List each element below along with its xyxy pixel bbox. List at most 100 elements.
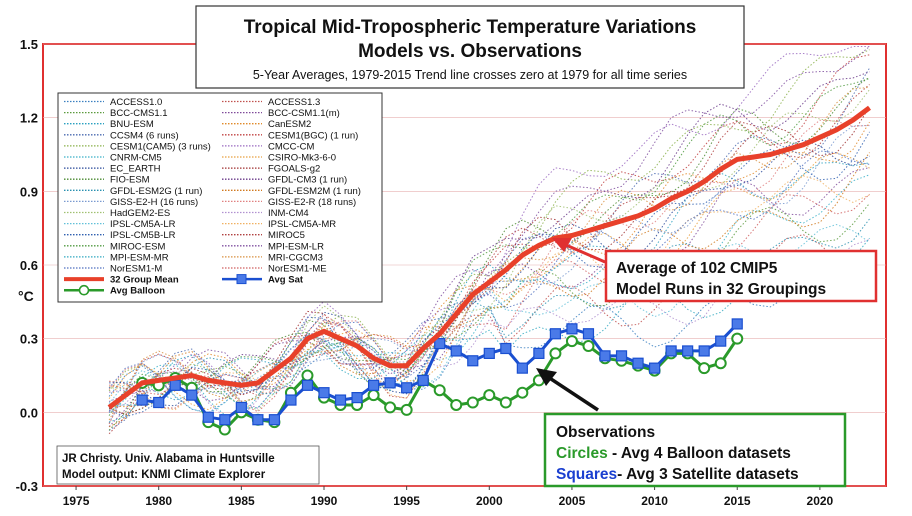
chart-subtitle: Models vs. Observations	[358, 41, 582, 62]
model-run-line	[108, 202, 870, 415]
obs-callout-title: Observations	[556, 424, 655, 441]
satellite-point	[401, 382, 413, 394]
balloon-point	[450, 398, 463, 411]
model-run-line	[108, 150, 870, 392]
satellite-point	[731, 318, 743, 330]
model-run-line	[108, 152, 870, 428]
x-axis: 1975 1980 1985 1990 1995 2000 2005 2010 2015 2020	[63, 486, 834, 508]
title-box: Tropical Mid-Tropospheric Temperature Va…	[195, 5, 745, 89]
legend-item: MPI-ESM-LR	[268, 241, 324, 252]
satellite-point	[252, 414, 264, 426]
legend-item: CMCC-CM	[268, 141, 315, 152]
model-run-line	[108, 106, 870, 415]
model-callout-line1: Average of 102 CMIP5	[616, 260, 778, 277]
model-run-line	[108, 237, 870, 423]
legend-item: CanESM2	[268, 119, 311, 130]
balloon-point	[301, 369, 314, 382]
y-tick-label: 1.2	[20, 111, 38, 126]
satellite-point	[285, 394, 297, 406]
model-callout-arrow	[565, 243, 606, 264]
balloon-point	[565, 335, 578, 348]
legend-item: IPSL-CM5B-LR	[110, 230, 176, 241]
satellite-point	[202, 411, 214, 423]
y-tick-label: 0.6	[20, 258, 38, 273]
balloon-point	[516, 386, 529, 399]
satellite-point	[434, 337, 446, 350]
x-tick-label: 1980	[145, 494, 172, 508]
legend-item: BNU-ESM	[110, 119, 154, 130]
satellite-point	[268, 414, 281, 426]
satellite-point	[599, 350, 611, 362]
legend-item: MIROC5	[268, 230, 305, 241]
credit-line1: JR Christy. Univ. Alabama in Huntsville	[62, 453, 275, 465]
y-tick-label: 0.9	[20, 184, 38, 199]
satellite-point	[450, 345, 462, 357]
obs-squares-desc: - Avg 3 Satellite datasets	[617, 466, 798, 483]
x-tick-label: 1975	[63, 494, 90, 508]
y-tick-label: 0.3	[20, 332, 38, 347]
y-tick-label: 0.0	[20, 405, 38, 420]
credit-line2: Model output: KNMI Climate Explorer	[62, 469, 266, 481]
legend-item: BCC-CSM1.1(m)	[268, 108, 340, 119]
model-run-line	[108, 223, 870, 415]
chart-subtitle-2: 5-Year Averages, 1979-2015 Trend line cr…	[253, 68, 687, 82]
obs-callout-arrowhead	[536, 368, 557, 386]
satellite-point	[533, 347, 545, 359]
balloon-point	[400, 403, 413, 416]
legend-item: NorESM1-ME	[268, 264, 327, 275]
satellite-point	[136, 394, 148, 406]
obs-callout-circles: Circles - Avg 4 Balloon datasets	[556, 445, 791, 462]
legend: ACCESS1.0 ACCESS1.3 BCC-CMS1.1 BCC-CSM1.1(m…	[57, 92, 383, 303]
x-tick-label: 2020	[807, 494, 834, 508]
legend-marker-sat	[236, 274, 247, 285]
model-callout: Average of 102 CMIP5 Model Runs in 32 Gr…	[552, 238, 878, 303]
legend-item: CNRM-CM5	[110, 153, 162, 164]
model-callout-line2: Model Runs in 32 Groupings	[616, 281, 826, 298]
legend-item: CSIRO-Mk3-6-0	[268, 153, 336, 164]
model-run-line	[109, 139, 870, 407]
legend-item: CESM1(CAM5) (3 runs)	[110, 141, 211, 152]
satellite-point	[169, 379, 181, 391]
satellite-point	[219, 414, 231, 426]
legend-item: GFDL-ESM2G (1 run)	[110, 186, 202, 197]
satellite-point	[384, 377, 396, 389]
satellite-point	[516, 362, 528, 374]
series-layer	[107, 105, 871, 436]
model-run-line	[108, 46, 870, 402]
obs-circles-word: Circles	[556, 445, 608, 462]
legend-item: GISS-E2-H (16 runs)	[110, 197, 198, 208]
balloon-point	[549, 347, 562, 360]
satellite-point	[153, 396, 165, 409]
balloon-point	[367, 389, 380, 402]
balloon-point	[384, 401, 397, 414]
chart-title: Tropical Mid-Tropospheric Temperature Va…	[244, 17, 697, 38]
legend-item: MIROC-ESM	[110, 241, 166, 252]
satellite-point	[186, 389, 198, 401]
satellite-point	[682, 345, 694, 357]
legend-item: ACCESS1.0	[110, 97, 162, 108]
satellite-point	[351, 392, 363, 404]
legend-item: ACCESS1.3	[268, 97, 320, 108]
model-run-line	[109, 175, 870, 411]
legend-item: EC_EARTH	[110, 164, 161, 175]
satellite-point	[549, 328, 562, 340]
legend-item: MRI-CGCM3	[268, 252, 323, 263]
legend-item: IPSL-CM5A-LR	[110, 219, 176, 230]
satellite-point	[301, 379, 314, 391]
balloon-point	[499, 396, 512, 409]
balloon-point	[714, 357, 727, 370]
legend-item: CESM1(BGC) (1 run)	[268, 130, 358, 141]
satellite-point	[500, 342, 512, 355]
legend-item: FIO-ESM	[110, 175, 150, 186]
series-line	[107, 105, 871, 410]
satellite-point	[715, 335, 727, 347]
satellite-point	[367, 379, 380, 391]
legend-item: BCC-CMS1.1	[110, 108, 168, 119]
x-tick-label: 2010	[641, 494, 668, 508]
satellite-point	[698, 345, 710, 357]
obs-squares-word: Squares	[556, 466, 617, 483]
satellite-point	[582, 328, 595, 340]
legend-item: HadGEM2-ES	[110, 208, 170, 219]
model-run-line	[108, 78, 870, 416]
obs-callout-squares: Squares- Avg 3 Satellite datasets	[556, 466, 799, 483]
